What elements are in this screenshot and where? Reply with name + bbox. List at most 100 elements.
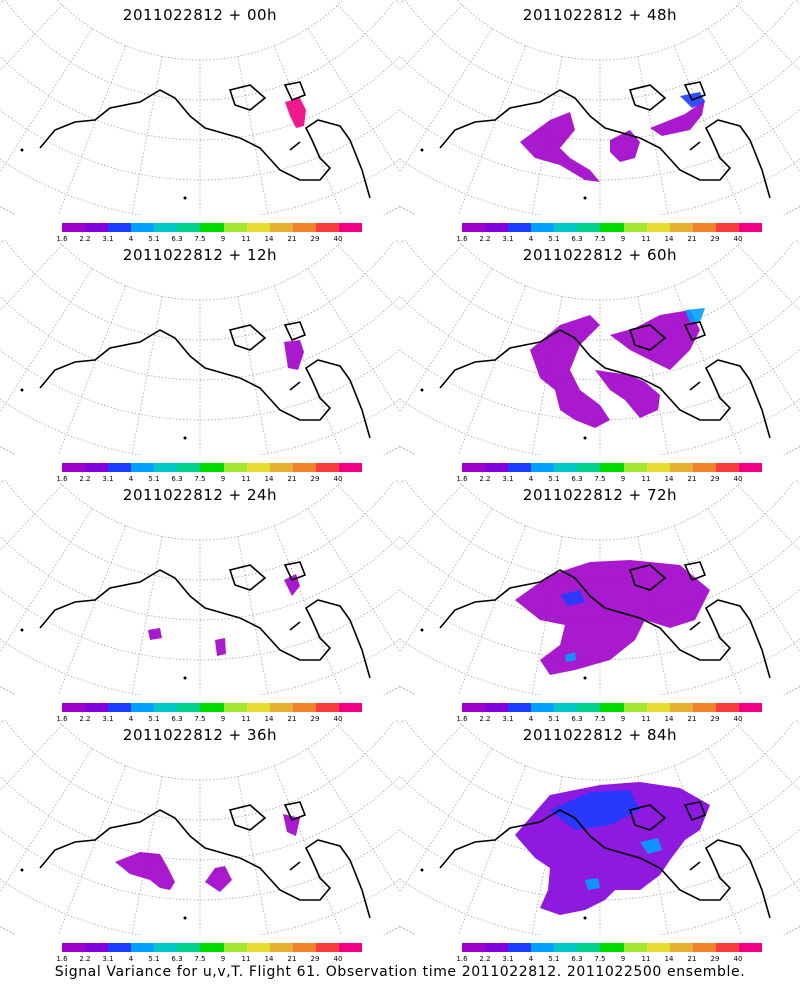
colorbar-swatch: [485, 463, 509, 472]
variance-region: [215, 638, 226, 656]
colorbar-label: 21: [687, 955, 697, 963]
colorbar-label: 5.1: [148, 715, 160, 723]
variance-region: [560, 590, 585, 606]
colorbar-swatch: [62, 703, 86, 712]
panel-title: 2011022812 + 00h: [122, 6, 278, 24]
panel-title: 2011022812 + 84h: [522, 726, 678, 744]
colorbar-label: 2.2: [479, 235, 491, 243]
variance-region: [284, 574, 300, 596]
colorbar-label: 7.5: [194, 955, 206, 963]
colorbar-label: 3.1: [102, 715, 114, 723]
colorbar-swatch: [738, 943, 763, 952]
colorbar-label: 1.6: [56, 715, 68, 723]
colorbar: [62, 943, 363, 952]
colorbar: [462, 463, 763, 472]
map: [0, 240, 400, 455]
colorbar-swatch: [669, 463, 693, 472]
variance-region: [550, 790, 640, 830]
colorbar-swatch: [85, 943, 109, 952]
colorbar-swatch: [715, 223, 739, 232]
colorbar-label: 6.3: [171, 955, 183, 963]
coastline: [39, 321, 371, 439]
colorbar-label: 29: [710, 475, 720, 483]
colorbar-label: 1.6: [56, 955, 68, 963]
colorbar-swatch: [508, 703, 532, 712]
colorbar-label: 2.2: [79, 475, 91, 483]
colorbar-label: 3.1: [102, 475, 114, 483]
colorbar-swatch: [715, 703, 739, 712]
colorbar: [462, 943, 763, 952]
colorbar-swatch: [715, 463, 739, 472]
forecast-panel: 2011022812 + 48h 1.6 2.2 3.1 4 5.1 6.3 7.5 9 11 14…: [400, 0, 800, 250]
colorbar-labels: 1.6 2.2 3.1 4 5.1 6.3 7.5 9 11 14 21 29 40: [455, 955, 775, 965]
forecast-panel: 2011022812 + 72h 1.6 2.2 3.1 4 5.1 6.3 7.5 9 11 14…: [400, 480, 800, 730]
colorbar-swatch: [462, 943, 486, 952]
colorbar-swatch: [154, 223, 178, 232]
colorbar-label: 1.6: [56, 475, 68, 483]
colorbar-swatch: [200, 463, 224, 472]
colorbar-swatch: [715, 943, 739, 952]
colorbar-swatch: [600, 703, 624, 712]
colorbar-swatch: [338, 703, 363, 712]
panel-title: 2011022812 + 24h: [122, 486, 278, 504]
colorbar-swatch: [669, 703, 693, 712]
colorbar-label: 14: [664, 955, 674, 963]
colorbar-swatch: [292, 223, 316, 232]
colorbar-label: 4: [528, 715, 534, 723]
colorbar-swatch: [131, 223, 155, 232]
variance-region: [285, 98, 306, 128]
colorbar-label: 14: [664, 235, 674, 243]
colorbar-swatch: [108, 463, 132, 472]
colorbar-swatch: [623, 223, 647, 232]
colorbar-labels: 1.6 2.2 3.1 4 5.1 6.3 7.5 9 11 14 21 29 40: [55, 715, 375, 725]
colorbar-label: 9: [620, 715, 626, 723]
colorbar-swatch: [85, 463, 109, 472]
colorbar-labels: 1.6 2.2 3.1 4 5.1 6.3 7.5 9 11 14 21 29 40: [55, 475, 375, 485]
colorbar-label: 3.1: [102, 235, 114, 243]
colorbar-label: 2.2: [79, 235, 91, 243]
colorbar-swatch: [692, 943, 716, 952]
panel-title: 2011022812 + 60h: [522, 246, 678, 264]
colorbar-swatch: [531, 943, 555, 952]
colorbar-swatch: [462, 223, 486, 232]
colorbar-swatch: [177, 463, 201, 472]
forecast-panel: 2011022812 + 00h 1.6 2.2 3.1 4 5.1 6.3 7.5 9 11 14…: [0, 0, 400, 250]
colorbar-label: 2.2: [479, 475, 491, 483]
colorbar-swatch: [177, 223, 201, 232]
colorbar-label: 3.1: [102, 955, 114, 963]
colorbar-swatch: [223, 223, 247, 232]
colorbar-label: 11: [241, 235, 251, 243]
colorbar-label: 7.5: [194, 235, 206, 243]
colorbar-label: 9: [620, 955, 626, 963]
colorbar-label: 40: [333, 235, 343, 243]
variance-region: [205, 866, 232, 892]
colorbar-swatch: [646, 703, 670, 712]
colorbar-label: 21: [687, 715, 697, 723]
colorbar-swatch: [485, 703, 509, 712]
panel-title: 2011022812 + 72h: [522, 486, 678, 504]
colorbar-label: 7.5: [194, 475, 206, 483]
variance-region: [565, 652, 576, 662]
colorbar-swatch: [623, 703, 647, 712]
forecast-panel: 2011022812 + 12h 1.6 2.2 3.1 4 5.1 6.3 7.5 9 11 14…: [0, 240, 400, 490]
colorbar-label: 6.3: [571, 715, 583, 723]
colorbar-label: 5.1: [148, 475, 160, 483]
colorbar-swatch: [200, 223, 224, 232]
colorbar-label: 29: [710, 235, 720, 243]
variance-region: [610, 310, 700, 370]
panel-title: 2011022812 + 12h: [122, 246, 278, 264]
colorbar-swatch: [315, 703, 339, 712]
colorbar-label: 11: [641, 955, 651, 963]
map: [400, 240, 800, 455]
colorbar-labels: 1.6 2.2 3.1 4 5.1 6.3 7.5 9 11 14 21 29 40: [455, 235, 775, 245]
colorbar-label: 6.3: [571, 235, 583, 243]
colorbar-swatch: [131, 463, 155, 472]
coastline: [39, 81, 371, 199]
colorbar-label: 7.5: [194, 715, 206, 723]
colorbar-swatch: [108, 943, 132, 952]
colorbar-swatch: [692, 703, 716, 712]
colorbar-swatch: [692, 463, 716, 472]
colorbar-swatch: [62, 943, 86, 952]
colorbar-swatch: [200, 943, 224, 952]
map: [400, 720, 800, 935]
